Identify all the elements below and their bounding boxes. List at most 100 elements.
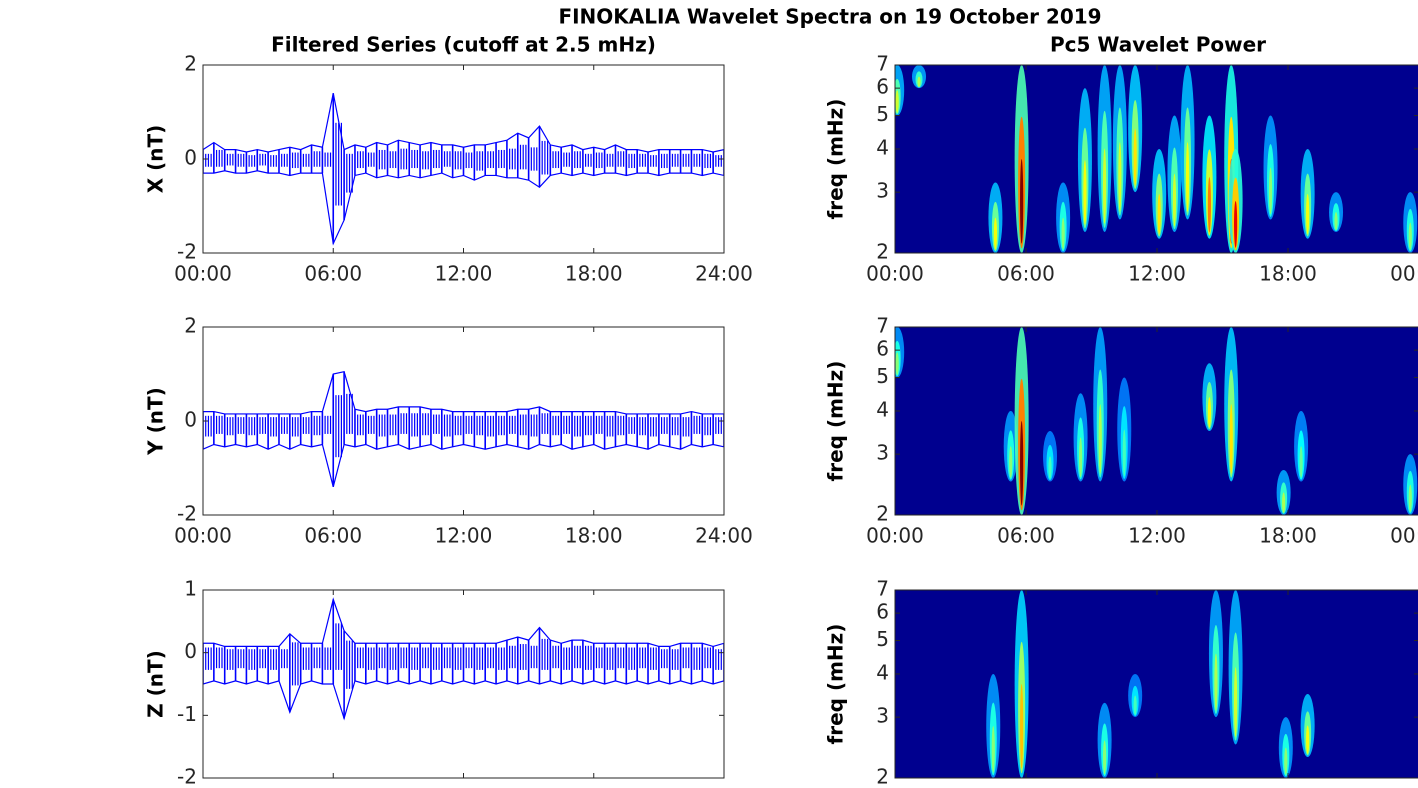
- power-blob-peak: [1408, 222, 1412, 250]
- power-blob-peak: [1172, 173, 1177, 227]
- signal-upper: [203, 93, 724, 153]
- plot-area: [203, 370, 724, 487]
- x-tick-label: 00:00: [866, 262, 924, 286]
- panel: 00:00 06:00 12:00 18:00 24:00 -2 0 2 X (nT) Filte…: [144, 33, 753, 286]
- x-tick-label: 00:00: [1390, 524, 1418, 548]
- power-blob-peak: [1214, 653, 1218, 711]
- x-tick-label: 00:00: [866, 524, 924, 548]
- x-tick-label: 00:00: [174, 262, 232, 286]
- y-tick-label: 0: [184, 408, 197, 432]
- y-tick-label: 4: [876, 135, 889, 159]
- x-tick-label: 18:00: [1259, 262, 1317, 286]
- plot-area: [203, 93, 724, 246]
- power-blob-peak: [1306, 725, 1310, 754]
- plot-area: [895, 327, 1418, 515]
- signal-upper: [203, 597, 724, 648]
- power-blob-peak: [1229, 404, 1233, 474]
- y-axis-label: freq (mHz): [824, 624, 848, 745]
- power-blob-peak: [1078, 437, 1083, 478]
- power-blob-peak: [1306, 193, 1310, 235]
- signal-upper: [203, 370, 724, 415]
- x-tick-label: 24:00: [695, 524, 753, 548]
- power-blob-peak: [1408, 484, 1412, 512]
- panel: 00:00 06:00 12:00 18:00 24:00 -2 0 2 Y (nT): [144, 314, 753, 548]
- power-blob-peak: [895, 90, 899, 113]
- y-tick-label: 7: [876, 52, 889, 76]
- x-tick-label: 24:00: [695, 262, 753, 286]
- y-axis-label: X (nT): [144, 125, 168, 194]
- power-blob-peak: [1207, 397, 1211, 428]
- plot-area: [895, 65, 1418, 253]
- power-blob-peak: [1083, 160, 1087, 225]
- power-blob-peak: [1020, 159, 1024, 244]
- signal-lower: [203, 170, 724, 246]
- power-blob-peak: [1284, 747, 1288, 775]
- power-blob-peak: [991, 725, 995, 773]
- power-blob-peak: [1098, 404, 1102, 474]
- y-tick-label: 0: [184, 639, 197, 663]
- y-tick-label: 0: [184, 146, 197, 170]
- plot-area: [895, 590, 1418, 778]
- y-tick-label: 5: [876, 364, 889, 388]
- y-tick-label: -2: [177, 502, 197, 526]
- power-blob-peak: [1133, 695, 1137, 715]
- y-tick-label: 4: [876, 397, 889, 421]
- y-tick-label: 3: [876, 704, 889, 728]
- y-tick-label: 5: [876, 102, 889, 126]
- power-blob-peak: [1234, 667, 1238, 737]
- power-blob-peak: [895, 352, 899, 375]
- plot-background: [895, 327, 1418, 515]
- y-axis-label: freq (mHz): [824, 99, 848, 220]
- power-blob-peak: [1020, 421, 1024, 506]
- x-tick-label: 18:00: [1259, 524, 1317, 548]
- y-tick-label: 7: [876, 314, 889, 338]
- y-axis-label: Y (nT): [144, 387, 168, 456]
- y-tick-label: 4: [876, 660, 889, 684]
- power-blob-peak: [1268, 167, 1273, 215]
- power-blob-peak: [993, 217, 998, 250]
- y-tick-label: 3: [876, 179, 889, 203]
- signal-lower: [203, 680, 724, 721]
- x-tick-label: 12:00: [1128, 262, 1186, 286]
- power-blob-peak: [1103, 740, 1107, 775]
- x-tick-label: 12:00: [435, 262, 493, 286]
- plot-area: [203, 597, 724, 721]
- figure-title: FINOKALIA Wavelet Spectra on 19 October …: [558, 5, 1101, 29]
- power-blob-peak: [1234, 200, 1238, 248]
- power-blob-peak: [1009, 446, 1013, 478]
- x-tick-label: 06:00: [304, 524, 362, 548]
- panel: -2 -1 0 1 Z (nT): [144, 577, 725, 788]
- x-tick-label: 18:00: [565, 524, 623, 548]
- panel: 2 3 4 5 67 freq (mHz): [824, 577, 1418, 788]
- y-tick-label: 2: [876, 240, 889, 264]
- power-blob-peak: [1061, 217, 1065, 250]
- panel-title: Pc5 Wavelet Power: [1050, 33, 1266, 57]
- x-tick-label: 06:00: [997, 262, 1055, 286]
- panel-title: Filtered Series (cutoff at 2.5 mHz): [271, 33, 656, 57]
- axes-box: [202, 589, 725, 779]
- power-blob-peak: [917, 76, 921, 87]
- power-blob-peak: [1118, 142, 1122, 212]
- y-tick-label: 3: [876, 441, 889, 465]
- power-blob-peak: [1157, 193, 1161, 235]
- plot-background: [895, 590, 1418, 778]
- power-blob-peak: [1334, 212, 1338, 231]
- y-tick-label: -2: [177, 765, 197, 788]
- y-tick-label: 6: [876, 337, 889, 361]
- power-blob-peak: [1048, 456, 1052, 479]
- y-tick-label: 6: [876, 600, 889, 624]
- x-tick-label: 00:00: [174, 524, 232, 548]
- x-tick-label: 12:00: [1128, 524, 1186, 548]
- x-tick-label: 06:00: [997, 524, 1055, 548]
- power-blob-peak: [1103, 148, 1107, 224]
- signal-lower: [203, 443, 724, 487]
- power-blob-peak: [1122, 429, 1126, 477]
- y-tick-label: -2: [177, 240, 197, 264]
- y-tick-label: 2: [876, 765, 889, 788]
- y-tick-label: 2: [184, 52, 197, 76]
- power-blob-peak: [1185, 142, 1190, 212]
